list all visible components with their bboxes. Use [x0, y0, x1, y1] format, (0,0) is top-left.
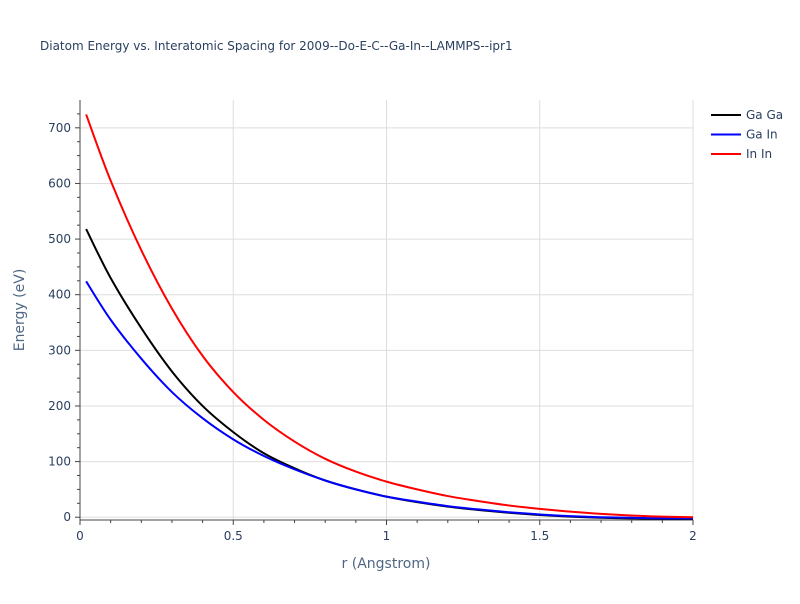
- chart-title: Diatom Energy vs. Interatomic Spacing fo…: [40, 39, 513, 53]
- x-tick-label: 0.5: [224, 529, 243, 543]
- x-tick-label: 2: [689, 529, 697, 543]
- legend-label: In In: [746, 147, 772, 161]
- series-group: [85, 114, 694, 520]
- legend-item-ga-ga[interactable]: Ga Ga: [711, 108, 783, 122]
- grid: [80, 100, 694, 520]
- series-line-ga-in: [85, 280, 694, 520]
- y-tick-label: 100: [48, 455, 71, 469]
- legend: Ga Ga Ga In In In: [711, 108, 783, 161]
- y-tick-label: 0: [63, 510, 71, 524]
- axes: 0 0.5 1 1.5 2 0 100 200 300 400 500 600 700: [48, 100, 697, 543]
- y-tick-label: 300: [48, 343, 71, 357]
- y-tick-label: 600: [48, 176, 71, 190]
- x-axis-title: r (Angstrom): [342, 556, 431, 572]
- y-tick-label: 400: [48, 288, 71, 302]
- y-axis-title: Energy (eV): [12, 269, 28, 352]
- legend-label: Ga In: [746, 128, 778, 142]
- y-tick-label: 500: [48, 232, 71, 246]
- legend-item-in-in[interactable]: In In: [711, 147, 772, 161]
- legend-item-ga-in[interactable]: Ga In: [711, 128, 778, 142]
- x-tick-label: 1.5: [530, 529, 549, 543]
- legend-label: Ga Ga: [746, 108, 783, 122]
- x-tick-label: 1: [383, 529, 391, 543]
- y-tick-label: 700: [48, 121, 71, 135]
- series-line-in-in: [85, 114, 694, 519]
- x-tick-label: 0: [76, 529, 84, 543]
- y-tick-label: 200: [48, 399, 71, 413]
